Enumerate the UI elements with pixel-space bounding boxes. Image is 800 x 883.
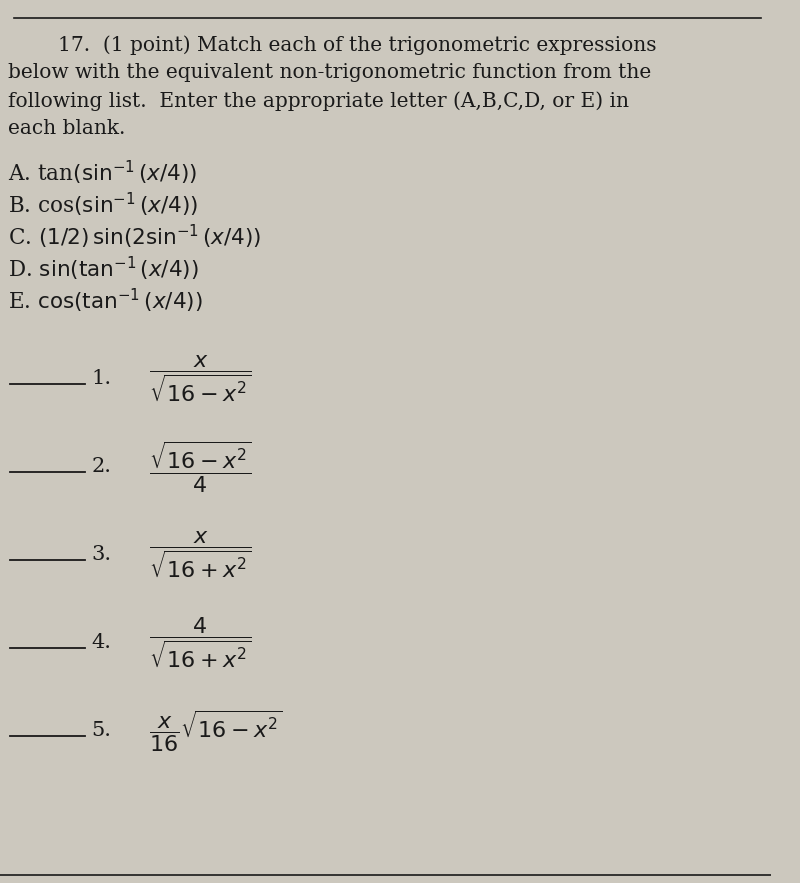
Text: $\dfrac{\sqrt{16-x^2}}{4}$: $\dfrac{\sqrt{16-x^2}}{4}$	[150, 440, 252, 494]
Text: 5.: 5.	[91, 721, 111, 741]
Text: below with the equivalent non-trigonometric function from the: below with the equivalent non-trigonomet…	[8, 63, 651, 82]
Text: D. $\sin(\tan^{-1}(x/4))$: D. $\sin(\tan^{-1}(x/4))$	[8, 255, 198, 283]
Text: C. $(1/2)\,\sin(2\sin^{-1}(x/4))$: C. $(1/2)\,\sin(2\sin^{-1}(x/4))$	[8, 223, 261, 251]
Text: 3.: 3.	[91, 546, 112, 564]
Text: each blank.: each blank.	[8, 119, 125, 138]
Text: $\dfrac{x}{\sqrt{16-x^2}}$: $\dfrac{x}{\sqrt{16-x^2}}$	[150, 354, 252, 404]
Text: 2.: 2.	[91, 457, 111, 477]
Text: 4.: 4.	[91, 633, 111, 653]
Text: B. cos$(\sin^{-1}(x/4))$: B. cos$(\sin^{-1}(x/4))$	[8, 191, 198, 219]
Text: 1.: 1.	[91, 369, 112, 389]
Text: $\dfrac{x}{16}\sqrt{16-x^2}$: $\dfrac{x}{16}\sqrt{16-x^2}$	[150, 708, 283, 754]
Text: $\dfrac{x}{\sqrt{16+x^2}}$: $\dfrac{x}{\sqrt{16+x^2}}$	[150, 530, 252, 580]
Text: E. $\cos(\tan^{-1}(x/4))$: E. $\cos(\tan^{-1}(x/4))$	[8, 287, 202, 315]
Text: A. tan$(\sin^{-1}(x/4))$: A. tan$(\sin^{-1}(x/4))$	[8, 159, 197, 187]
Text: 17.  (1 point) Match each of the trigonometric expressions: 17. (1 point) Match each of the trigonom…	[58, 35, 656, 55]
Text: following list.  Enter the appropriate letter (A,B,C,D, or E) in: following list. Enter the appropriate le…	[8, 91, 629, 110]
Text: $\dfrac{4}{\sqrt{16+x^2}}$: $\dfrac{4}{\sqrt{16+x^2}}$	[150, 615, 252, 670]
